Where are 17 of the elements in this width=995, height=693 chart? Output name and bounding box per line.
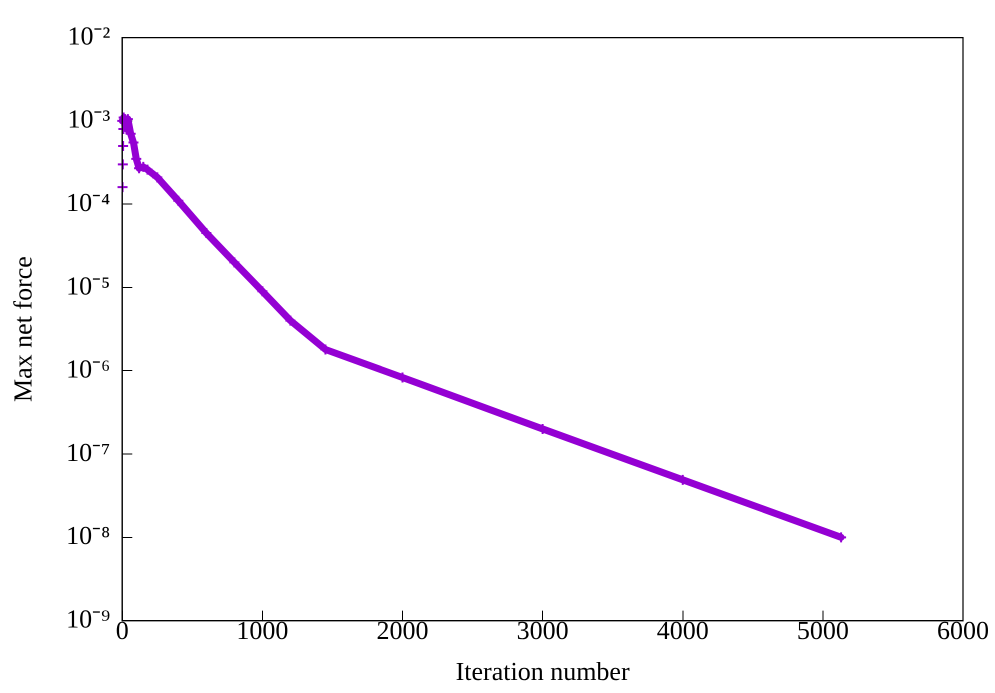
- x-tick-label: 3000: [516, 616, 569, 646]
- y-tick-label: 10⁻⁴: [66, 188, 110, 217]
- y-tick-label: 10⁻⁶: [66, 354, 110, 384]
- y-tick-label: 10⁻⁹: [66, 604, 110, 634]
- x-tick-label: 5000: [796, 616, 849, 646]
- x-tick-label: 0: [116, 616, 129, 646]
- x-tick-label: 4000: [656, 616, 709, 646]
- x-tick-label: 2000: [376, 616, 429, 646]
- x-tick-label: 1000: [236, 616, 288, 646]
- y-tick-label: 10⁻⁵: [66, 271, 110, 300]
- y-axis-title: Max net force: [8, 256, 38, 402]
- y-tick-label: 10⁻³: [67, 104, 110, 134]
- y-tick-label: 10⁻²: [67, 21, 110, 50]
- x-tick-label: 6000: [937, 616, 989, 646]
- y-tick-label: 10⁻⁷: [66, 438, 110, 467]
- x-axis-title: Iteration number: [456, 657, 630, 686]
- y-tick-label: 10⁻⁸: [66, 521, 110, 550]
